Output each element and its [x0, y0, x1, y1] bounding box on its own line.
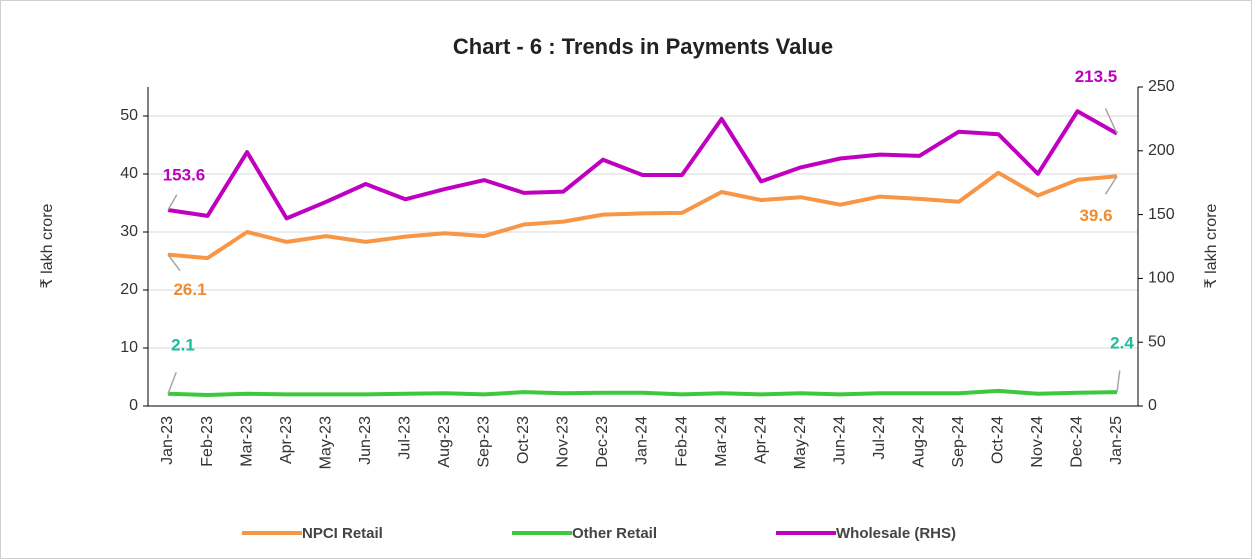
x-tick-label: Jul-23 [396, 416, 413, 460]
x-tick-label: Feb-23 [199, 416, 216, 467]
x-tick-label: Mar-24 [713, 416, 730, 467]
data-label: 26.1 [173, 280, 206, 299]
y-axis-label: ₹ lakh crore [39, 203, 56, 288]
y2-tick-label: 200 [1148, 142, 1175, 159]
legend-label: Wholesale (RHS) [836, 525, 956, 542]
x-tick-label: Oct-24 [990, 416, 1007, 464]
data-label: 2.1 [171, 335, 195, 354]
x-tick-label: Jan-25 [1108, 416, 1125, 465]
y-tick-label: 0 [129, 397, 138, 414]
y-tick-label: 20 [120, 281, 138, 298]
leader-line [1116, 370, 1121, 393]
leader-line [167, 371, 177, 395]
x-tick-label: Nov-24 [1029, 416, 1046, 468]
leader-line [167, 254, 181, 272]
x-tick-label: Sep-24 [950, 416, 967, 468]
data-label: 213.5 [1075, 67, 1118, 86]
y2-axis-label: ₹ lakh crore [1203, 203, 1220, 288]
x-tick-label: Apr-24 [752, 416, 769, 464]
chart-title: Chart - 6 : Trends in Payments Value [453, 34, 833, 59]
y-tick-label: 10 [120, 339, 138, 356]
series-line [167, 388, 1118, 397]
x-tick-label: Aug-24 [911, 416, 928, 468]
x-tick-label: Sep-23 [476, 416, 493, 468]
x-tick-label: May-23 [317, 416, 334, 469]
y2-tick-label: 150 [1148, 206, 1175, 223]
x-tick-label: Nov-23 [555, 416, 572, 468]
x-tick-label: Jan-23 [159, 416, 176, 465]
y-tick-label: 30 [120, 223, 138, 240]
x-tick-label: Jun-24 [831, 416, 848, 465]
x-tick-label: Jul-24 [871, 416, 888, 460]
x-tick-label: Dec-23 [594, 416, 611, 468]
x-tick-label: Apr-23 [278, 416, 295, 464]
x-tick-label: Aug-23 [436, 416, 453, 468]
x-tick-label: May-24 [792, 416, 809, 469]
data-label: 2.4 [1110, 334, 1134, 353]
x-tick-label: Mar-23 [238, 416, 255, 467]
y2-tick-label: 0 [1148, 397, 1157, 414]
y2-tick-label: 100 [1148, 270, 1175, 287]
legend-label: NPCI Retail [302, 525, 383, 542]
legend-label: Other Retail [572, 525, 657, 542]
x-tick-label: Jan-24 [634, 416, 651, 465]
leader-line [1104, 108, 1118, 134]
y-tick-label: 40 [120, 165, 138, 182]
data-label: 39.6 [1079, 206, 1112, 225]
x-tick-label: Jun-23 [357, 416, 374, 465]
y2-tick-label: 50 [1148, 333, 1166, 350]
leader-line [167, 194, 178, 211]
leader-line [1104, 175, 1118, 195]
x-tick-label: Dec-24 [1069, 416, 1086, 468]
series-line [167, 109, 1118, 221]
data-label: 153.6 [163, 165, 206, 184]
y-tick-label: 50 [120, 107, 138, 124]
series-line [167, 170, 1118, 261]
y2-tick-label: 250 [1148, 78, 1175, 95]
x-tick-label: Oct-23 [515, 416, 532, 464]
x-tick-label: Feb-24 [673, 416, 690, 467]
